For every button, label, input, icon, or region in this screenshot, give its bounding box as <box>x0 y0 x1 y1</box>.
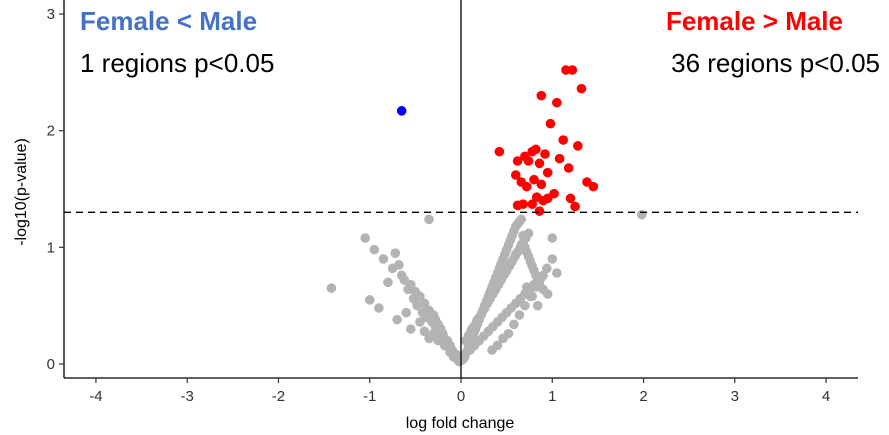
point-up <box>573 141 583 151</box>
point-ns <box>378 254 389 264</box>
point-ns <box>520 300 530 311</box>
y-tick-label: 0 <box>47 356 55 373</box>
point-up <box>570 201 580 212</box>
x-tick-label: 2 <box>639 388 647 405</box>
point-ns <box>532 300 543 311</box>
point-up <box>554 153 565 164</box>
x-tick-label: -1 <box>363 388 376 405</box>
point-up <box>542 167 553 178</box>
x-tick-label: 3 <box>731 388 739 405</box>
point-ns <box>439 340 450 351</box>
point-up <box>523 156 534 166</box>
y-axis-title: -log10(p-value) <box>13 138 30 246</box>
points-layer <box>326 65 647 367</box>
point-up <box>563 163 574 173</box>
x-tick-label: 1 <box>548 388 556 405</box>
x-tick-label: -3 <box>181 388 194 405</box>
point-ns <box>360 233 370 243</box>
point-ns <box>428 328 439 339</box>
point-up <box>565 193 576 204</box>
point-ns <box>383 277 393 288</box>
point-ns <box>369 244 380 255</box>
y-tick-label: 1 <box>47 239 55 256</box>
point-up <box>558 135 569 145</box>
point-up <box>552 97 562 108</box>
point-ns <box>516 214 527 225</box>
point-up <box>494 146 505 157</box>
point-ns <box>364 295 375 305</box>
point-up <box>540 149 550 159</box>
point-up <box>536 90 547 101</box>
point-ns <box>487 345 497 355</box>
point-ns <box>523 228 534 239</box>
point-up <box>510 170 521 180</box>
point-ns <box>521 282 532 292</box>
x-axis-title: log fold change <box>406 415 515 432</box>
left-annotation-title: Female < Male <box>80 6 257 36</box>
x-tick-label: 0 <box>457 388 465 405</box>
point-ns <box>547 254 558 264</box>
point-ns <box>419 326 430 337</box>
point-ns <box>498 333 508 344</box>
point-up <box>536 179 547 190</box>
x-tick-label: 4 <box>822 388 830 405</box>
point-ns <box>547 233 558 243</box>
point-ns <box>509 319 519 330</box>
point-ns <box>424 214 434 225</box>
left-annotation-count: 1 regions p<0.05 <box>80 48 274 78</box>
point-ns <box>406 324 416 334</box>
point-ns <box>401 307 412 318</box>
point-up <box>545 118 556 129</box>
x-tick-label: -4 <box>89 388 102 405</box>
right-annotation-count: 36 regions p<0.05 <box>671 48 880 78</box>
point-ns <box>531 282 541 292</box>
point-up <box>588 181 599 192</box>
x-axis-ticks: -4 -3 -2 -1 0 1 2 3 4 <box>89 378 830 405</box>
point-ns <box>525 291 536 302</box>
point-ns <box>392 314 402 325</box>
point-up <box>512 200 523 211</box>
point-ns <box>412 300 422 311</box>
point-up <box>531 144 541 155</box>
point-up <box>538 195 548 206</box>
point-ns <box>514 310 525 320</box>
point-ns <box>326 283 337 293</box>
point-ns <box>542 289 553 299</box>
point-ns <box>394 260 404 270</box>
point-up <box>567 65 578 75</box>
point-ns <box>415 317 425 327</box>
y-axis-ticks: 0 1 2 3 <box>47 6 64 373</box>
point-up <box>549 188 559 199</box>
point-up <box>534 206 545 216</box>
point-up <box>527 199 537 209</box>
point-up <box>576 83 587 94</box>
point-ns <box>390 248 401 258</box>
point-ns <box>399 275 410 285</box>
point-up <box>512 156 523 166</box>
x-tick-label: -2 <box>272 388 285 405</box>
point-ns <box>403 284 413 295</box>
point-ns <box>541 263 552 274</box>
point-ns <box>536 272 547 283</box>
y-tick-label: 3 <box>47 6 55 23</box>
point-up <box>534 158 545 169</box>
right-annotation-title: Female > Male <box>666 6 843 36</box>
point-up <box>529 174 539 185</box>
point-ns <box>636 209 647 220</box>
point-up <box>521 181 532 192</box>
y-tick-label: 2 <box>47 123 55 140</box>
point-ns <box>419 298 430 309</box>
point-down <box>396 106 407 116</box>
point-ns <box>552 268 562 278</box>
point-ns <box>374 303 384 313</box>
